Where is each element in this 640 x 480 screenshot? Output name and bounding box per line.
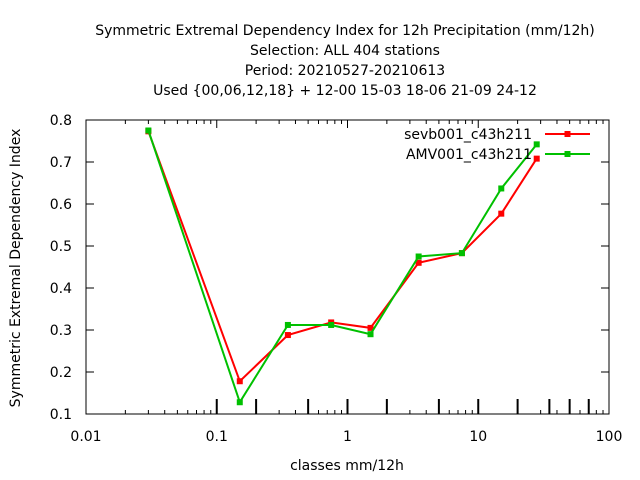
data-point <box>145 127 152 134</box>
class-markers <box>215 399 590 414</box>
x-tick-label: 10 <box>469 429 487 445</box>
legend-label: AMV001_c43h211 <box>406 147 532 163</box>
y-tick-label: 0.2 <box>50 365 72 381</box>
data-point <box>284 321 291 328</box>
y-tick-label: 0.8 <box>50 113 72 129</box>
legend: sevb001_c43h211 AMV001_c43h211 <box>404 127 590 163</box>
x-tick-label: 1 <box>343 429 352 445</box>
x-axis-label: classes mm/12h <box>290 458 404 474</box>
data-point <box>415 253 422 260</box>
series-layer <box>145 127 540 406</box>
data-point <box>533 141 540 148</box>
data-point <box>328 321 335 328</box>
y-tick-label: 0.5 <box>50 239 72 255</box>
data-point <box>498 210 505 217</box>
plot-frame <box>85 119 610 415</box>
data-point <box>284 332 291 339</box>
data-point <box>415 259 422 266</box>
chart-title: Symmetric Extremal Dependency Index for … <box>95 23 595 99</box>
series-0 <box>145 128 540 385</box>
data-point <box>236 399 243 406</box>
series-line <box>147 130 538 383</box>
x-tick-label: 0.1 <box>206 429 228 445</box>
data-point <box>458 250 465 257</box>
data-point <box>533 155 540 162</box>
plot-area <box>85 119 610 415</box>
legend-label: sevb001_c43h211 <box>404 127 532 143</box>
title-line-1: Symmetric Extremal Dependency Index for … <box>95 23 595 39</box>
title-line-2: Selection: ALL 404 stations <box>250 43 440 59</box>
title-line-4: Used {00,06,12,18} + 12-00 15-03 18-06 2… <box>153 83 537 99</box>
legend-swatch-point <box>564 151 571 157</box>
y-axis-label: Symmetric Extremal Dependency Index <box>8 129 24 408</box>
y-tick-label: 0.3 <box>50 323 72 339</box>
x-tick-label: 100 <box>596 429 623 445</box>
y-tick-label: 0.4 <box>50 281 72 297</box>
y-tick-label: 0.6 <box>50 197 72 213</box>
data-point <box>498 185 505 192</box>
data-point <box>236 378 243 385</box>
data-point <box>367 324 374 331</box>
y-tick-label: 0.7 <box>50 155 72 171</box>
x-tick-label: 0.01 <box>70 429 101 445</box>
y-axis: 0.1 0.2 0.3 0.4 0.5 0.6 0.7 0.8 <box>50 113 609 423</box>
legend-swatch-point <box>564 131 571 137</box>
series-line <box>147 130 538 405</box>
y-tick-label: 0.1 <box>50 407 72 423</box>
series-1 <box>145 127 540 406</box>
data-point <box>367 331 374 338</box>
x-axis: 0.01 0.1 1 10 100 <box>70 120 622 445</box>
title-line-3: Period: 20210527-20210613 <box>245 63 445 79</box>
